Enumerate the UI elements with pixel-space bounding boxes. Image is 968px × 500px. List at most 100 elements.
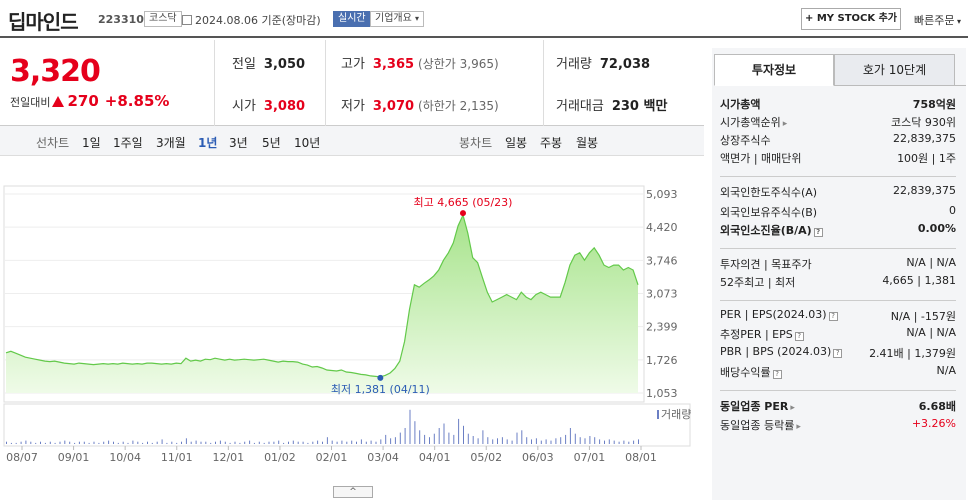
volume-bar: [200, 441, 202, 444]
y-tick-label: 1,053: [646, 387, 678, 400]
volume-bar: [137, 441, 139, 444]
volume-bar: [560, 437, 562, 444]
volume-bar: [550, 440, 552, 444]
info-row-value: 22,839,375: [893, 132, 956, 145]
line-chart-label: 선차트: [36, 136, 70, 150]
period-10y[interactable]: 10년: [294, 136, 321, 150]
chevron-right-icon: ▸: [790, 403, 795, 413]
company-info-dropdown[interactable]: 기업개요 ▾: [370, 11, 425, 27]
candle-weekly[interactable]: 주봉: [540, 136, 563, 150]
divider: [720, 300, 956, 301]
volume-bar: [336, 441, 338, 444]
trade-amount: 거래대금 230 백만: [556, 99, 668, 114]
volume-bar: [492, 439, 494, 444]
high-marker: [459, 210, 466, 217]
x-tick-label: 09/01: [58, 451, 90, 464]
info-row-label: 투자의견 | 목표주가: [720, 258, 812, 271]
volume-bar: [69, 441, 71, 444]
volume-bar: [108, 440, 110, 444]
volume-bar: [127, 442, 129, 444]
x-tick-label: 05/02: [470, 451, 502, 464]
volume-bar: [599, 439, 601, 444]
volume-bar: [297, 441, 299, 444]
help-icon[interactable]: ?: [833, 349, 843, 358]
candle-daily[interactable]: 일봉: [505, 136, 528, 150]
period-1w[interactable]: 1주일: [113, 136, 143, 150]
volume-bar: [526, 437, 528, 444]
divider: [720, 390, 956, 391]
volume-bar: [171, 441, 173, 444]
volume-bar: [331, 440, 333, 444]
volume-bar: [6, 441, 7, 444]
volume-bar: [453, 434, 455, 444]
quick-order-button[interactable]: 빠른주문 ▾: [914, 12, 961, 28]
invest-info-panel: 투자정보 호가 10단계 시가총액 758억원 시가총액순위 ▸ 코스닥 930위 상장주…: [712, 48, 966, 500]
info-row[interactable]: 시가총액순위 ▸ 코스닥 930위: [720, 114, 956, 130]
stock-code: 223310: [98, 13, 144, 26]
price-change: 전일대비 270 +8.85%: [10, 92, 169, 110]
period-5y[interactable]: 5년: [262, 136, 281, 150]
add-mystock-button[interactable]: + MY STOCK 추가: [801, 8, 901, 30]
volume-bar: [113, 441, 114, 444]
volume-bar: [122, 441, 124, 444]
tab-orderbook[interactable]: 호가 10단계: [834, 54, 955, 86]
volume-bar: [438, 428, 440, 444]
info-row-label: 외국인한도주식수(A): [720, 186, 818, 199]
volume-bar: [385, 434, 387, 444]
realtime-button[interactable]: 실시간: [333, 11, 371, 27]
volume-bar: [30, 441, 32, 444]
info-row-label: 액면가 | 매매단위: [720, 152, 802, 165]
divider: [214, 40, 215, 126]
volume-bar: [414, 421, 416, 444]
volume-bar: [263, 442, 265, 444]
volume-bar: [390, 438, 392, 444]
volume-bar: [409, 409, 411, 444]
volume-bar: [219, 440, 221, 444]
period-1d[interactable]: 1일: [82, 136, 101, 150]
y-tick-label: 5,093: [646, 188, 678, 201]
help-icon[interactable]: ?: [813, 228, 823, 237]
volume-bar: [312, 441, 314, 444]
volume-bar: [404, 428, 406, 444]
volume-bar: [166, 442, 168, 444]
collapse-chart-button[interactable]: ^: [333, 486, 373, 498]
volume-bar: [292, 440, 294, 444]
period-3y[interactable]: 3년: [229, 136, 248, 150]
volume-bar: [351, 440, 353, 444]
info-row-value: 0.00%: [917, 222, 956, 235]
x-tick-label: 11/01: [161, 451, 193, 464]
period-3m[interactable]: 3개월: [156, 136, 186, 150]
info-row-value: N/A: [936, 364, 956, 377]
info-row-label: PBR | BPS (2024.03)?: [720, 345, 843, 358]
volume-bar: [604, 440, 605, 444]
help-icon[interactable]: ?: [828, 312, 838, 321]
volume-bar: [88, 442, 90, 444]
y-tick-label: 3,073: [646, 288, 678, 301]
y-tick-label: 4,420: [646, 221, 678, 234]
info-row: 시가총액 758억원: [720, 96, 956, 112]
volume-bar: [370, 440, 372, 444]
info-row-value: +3.26%: [911, 417, 956, 430]
info-row-value: 100원 | 1주: [897, 152, 956, 165]
volume-bar: [375, 441, 377, 444]
info-row[interactable]: 동일업종 등락률 ▸ +3.26%: [720, 417, 956, 433]
info-row-label: 시가총액순위 ▸: [720, 116, 788, 129]
period-1y[interactable]: 1년: [198, 136, 218, 150]
y-tick-label: 2,399: [646, 321, 678, 334]
info-row[interactable]: 동일업종 PER ▸ 6.68배: [720, 398, 956, 414]
candle-monthly[interactable]: 월봉: [576, 136, 599, 150]
volume-bar: [633, 440, 635, 444]
divider: [720, 248, 956, 249]
info-row-value: 2.41배 | 1,379원: [869, 347, 956, 360]
volume-bar: [356, 441, 357, 444]
tab-invest-info[interactable]: 투자정보: [714, 54, 834, 86]
info-row-label: 외국인소진율(B/A)?: [720, 222, 823, 238]
volume-bar: [54, 442, 56, 444]
stock-name: 딥마인드: [8, 10, 79, 34]
help-icon[interactable]: ?: [772, 370, 782, 379]
y-tick-label: 1,726: [646, 354, 678, 367]
volume-bar: [215, 441, 216, 444]
volume-bar: [565, 434, 567, 444]
volume-bar: [341, 440, 343, 444]
help-icon[interactable]: ?: [794, 332, 804, 341]
